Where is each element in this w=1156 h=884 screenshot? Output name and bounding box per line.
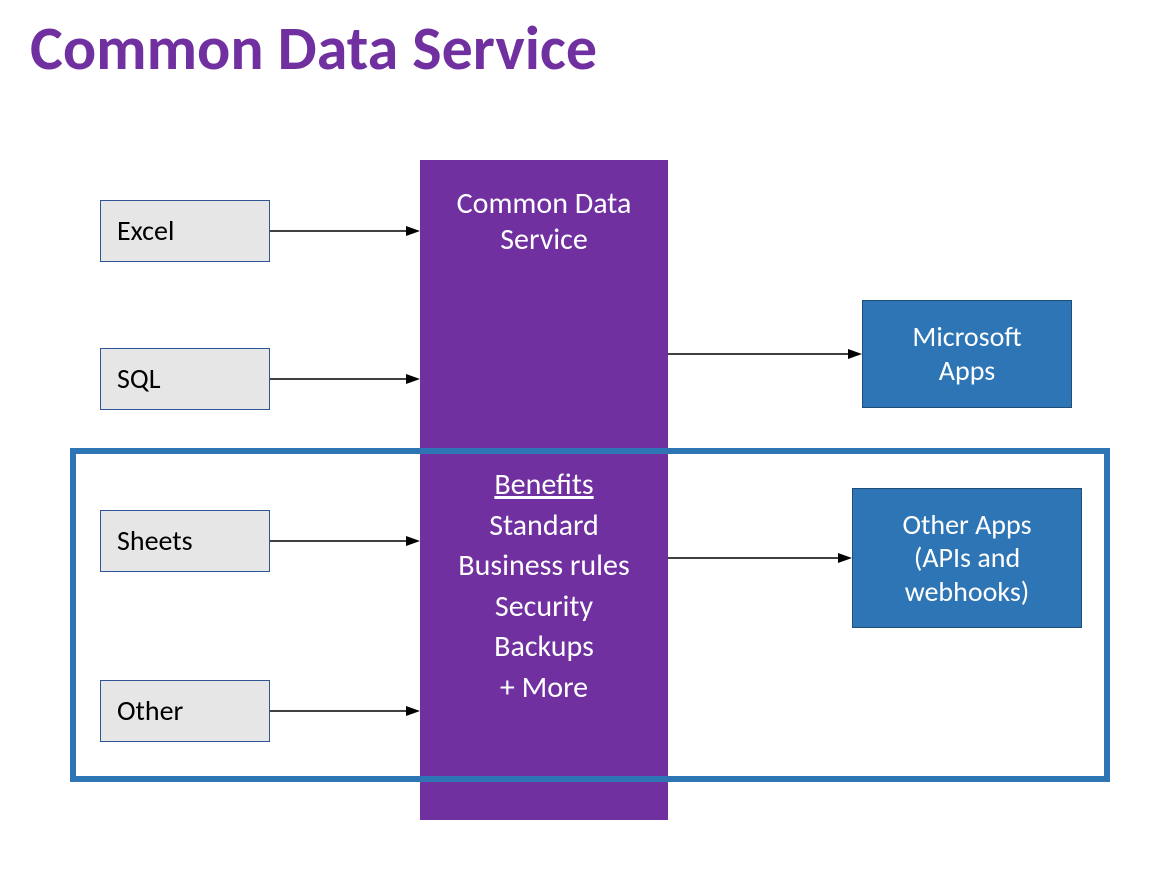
center-title-line: Service — [500, 222, 588, 258]
source-box-sql: SQL — [100, 348, 270, 410]
highlight-rect — [70, 448, 1110, 782]
source-label: SQL — [117, 362, 160, 396]
output-box-msapps: Microsoft Apps — [862, 300, 1072, 408]
source-label: Excel — [117, 214, 174, 248]
output-line: Apps — [939, 354, 995, 388]
page-title: Common Data Service — [30, 10, 597, 86]
source-box-excel: Excel — [100, 200, 270, 262]
center-title-line: Common Data — [457, 186, 632, 222]
output-line: Microsoft — [912, 320, 1021, 354]
